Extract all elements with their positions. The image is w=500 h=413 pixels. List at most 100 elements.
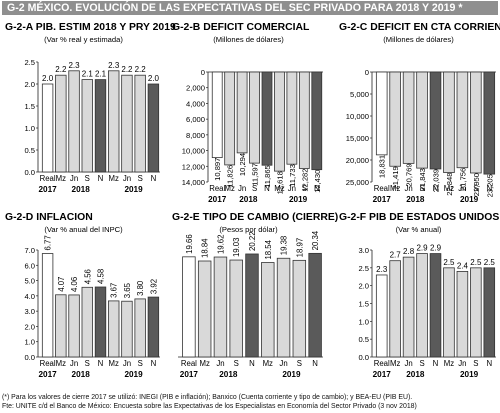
x-tick-label: S — [297, 359, 302, 368]
year-label: 2018 — [406, 370, 425, 379]
data-label: 2.4 — [457, 261, 469, 270]
bar-s-7 — [298, 71, 310, 169]
bar-mz-1 — [389, 260, 401, 358]
y-tick-label: 2,000 — [186, 84, 205, 93]
data-label: 4.07 — [57, 277, 66, 292]
x-tick-label: Jn — [238, 184, 246, 193]
bar-real-0 — [41, 83, 54, 173]
chart-id: G-2-A — [5, 22, 36, 33]
bar-n-8 — [311, 71, 323, 171]
year-label: 2019 — [460, 370, 479, 379]
bar-mz-5 — [108, 300, 120, 358]
x-tick-label: Jn — [70, 359, 78, 368]
y-tick-label: 20,000 — [346, 156, 369, 165]
chart-id: G-2-E — [172, 212, 203, 223]
bar-s-3 — [249, 71, 260, 164]
x-tick-label: Mz — [56, 174, 66, 183]
source-note: Fte: UNITE c/d el Banco de México: Encue… — [2, 403, 417, 410]
y-tick-label: 0.5 — [358, 335, 369, 344]
y-tick-label: 2.5 — [24, 58, 35, 67]
bar-s-7 — [470, 267, 482, 358]
chart-panel-g-2-e: G-2-E TIPO DE CAMBIO (CIERRE) (Pesos por … — [172, 212, 338, 379]
y-tick-label: 6.0 — [24, 261, 35, 270]
year-label: 2018 — [406, 195, 425, 204]
chart-subtitle: (Var % real y estimada) — [44, 35, 123, 44]
x-tick-label: S — [85, 174, 90, 183]
x-tick-label: N — [433, 184, 439, 193]
data-label: 20.34 — [311, 230, 320, 250]
chart-panel-g-2-c: G-2-C DEFICIT EN CTA CORRIENTE (Millones … — [339, 22, 500, 204]
data-label: 18.84 — [201, 238, 210, 258]
y-tick-label: 1.5 — [24, 102, 35, 111]
x-tick-label: N — [98, 174, 104, 183]
data-label: 21,419 — [391, 166, 400, 189]
y-tick-label: 5.0 — [24, 277, 35, 286]
bar-mz-5 — [274, 71, 285, 172]
x-tick-label: Mz — [263, 359, 273, 368]
x-tick-label: Mz — [390, 359, 400, 368]
bar-real-0 — [375, 274, 388, 358]
x-tick-label: S — [419, 359, 424, 368]
bar-mz-1 — [224, 71, 236, 166]
x-tick-label: N — [486, 359, 492, 368]
x-tick-label: Real — [181, 359, 197, 368]
x-tick-label: Mz — [444, 359, 454, 368]
bar-mz-1 — [55, 294, 67, 358]
data-label: 11,865 — [263, 165, 272, 188]
data-label: 3.80 — [136, 280, 145, 296]
bar-mz-5 — [261, 262, 275, 358]
bar-n-4 — [261, 71, 273, 166]
data-label: 18.97 — [295, 238, 304, 258]
bar-mz-5 — [443, 267, 455, 358]
bar-jn-6 — [456, 71, 469, 169]
chart-subtitle: (Pesos por dólar) — [219, 225, 278, 234]
data-label: 22,950 — [472, 173, 481, 196]
chart-title-text: DEFICIT COMERCIAL — [203, 22, 310, 33]
x-tick-label: S — [473, 359, 478, 368]
bar-n-4 — [429, 71, 442, 170]
bar-jn-6 — [276, 257, 291, 358]
y-tick-label: 5,000 — [350, 90, 369, 99]
y-tick-label: 15,000 — [346, 134, 369, 143]
data-label: 2.5 — [484, 258, 496, 267]
bar-mz-1 — [55, 74, 67, 173]
data-label: 21,843 — [418, 168, 427, 191]
x-tick-label: Mz — [109, 174, 119, 183]
data-label: 12,282 — [300, 169, 309, 192]
chart-title: G-2-A PIB. ESTIM 2018 Y PRY 2019 — [5, 22, 176, 33]
chart-title: G-2-F PIB DE ESTADOS UNIDOS — [339, 212, 499, 223]
bar-jn-2 — [402, 256, 415, 358]
x-tick-label: Jn — [458, 184, 466, 193]
x-tick-label: Mz — [444, 184, 454, 193]
data-label: 19.66 — [185, 234, 194, 254]
bar-s-3 — [229, 259, 243, 358]
data-label: 11,733 — [288, 164, 297, 187]
data-label: 3.67 — [110, 283, 119, 298]
x-tick-label: N — [314, 184, 320, 193]
bar-s-3 — [416, 253, 428, 358]
data-label: 4.06 — [70, 277, 79, 292]
data-label: 6.77 — [44, 235, 53, 250]
x-tick-label: Mz — [199, 359, 209, 368]
x-tick-label: Mz — [390, 184, 400, 193]
x-tick-label: Real — [374, 184, 390, 193]
x-tick-label: N — [151, 174, 157, 183]
x-tick-label: N — [486, 184, 492, 193]
x-tick-label: Real — [374, 359, 390, 368]
bar-jn-2 — [236, 71, 248, 154]
bar-mz-1 — [197, 260, 212, 358]
x-tick-label: Mz — [109, 359, 119, 368]
data-label: 4.56 — [83, 269, 92, 284]
year-label: 2019 — [124, 185, 143, 194]
chart-title-text: PIB. ESTIM 2018 Y PRY 2019 — [36, 22, 176, 33]
bar-jn-6 — [121, 74, 133, 173]
y-tick-label: 0.0 — [24, 168, 35, 177]
bar-jn-2 — [68, 294, 80, 358]
y-tick-label: 2.0 — [358, 282, 369, 291]
data-label: 18,831 — [378, 155, 387, 178]
bar-jn-2 — [402, 71, 415, 164]
year-label: 2017 — [180, 370, 199, 379]
bar-jn-2 — [68, 70, 80, 173]
bar-n-4 — [94, 286, 107, 358]
year-label: 2018 — [72, 370, 91, 379]
